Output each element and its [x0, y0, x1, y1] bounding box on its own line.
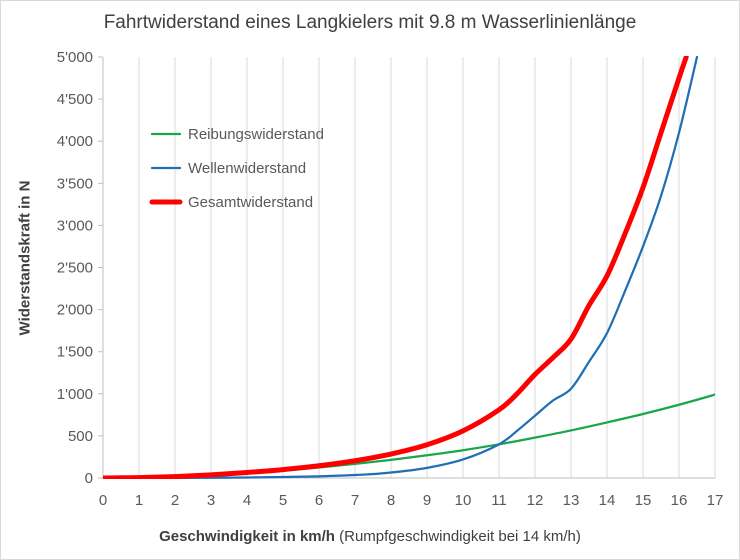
x-tick-label: 1 — [135, 492, 143, 509]
series-line-reibungswiderstand — [103, 393, 715, 479]
x-axis-title-note: (Rumpfgeschwindigkeit bei 14 km/h) — [334, 528, 581, 545]
y-tick-label: 2'000 — [57, 302, 93, 319]
y-tick-label: 3'000 — [57, 217, 93, 234]
legend-label-wellenwiderstand: Wellenwiderstand — [188, 160, 306, 177]
x-tick-label: 6 — [315, 492, 323, 509]
x-tick-label: 8 — [387, 492, 395, 509]
series-line-wellenwiderstand — [103, 56, 699, 479]
x-tick-label: 10 — [455, 492, 472, 509]
y-tick-label: 4'000 — [57, 133, 93, 150]
legend-label-reibungswiderstand: Reibungswiderstand — [188, 126, 324, 143]
y-tick-label: 3'500 — [57, 175, 93, 192]
y-tick-label: 5'000 — [57, 49, 93, 66]
y-tick-label: 500 — [68, 428, 93, 445]
y-tick-label: 4'500 — [57, 91, 93, 108]
y-tick-label: 0 — [85, 470, 93, 487]
x-tick-label: 9 — [423, 492, 431, 509]
x-tick-label: 4 — [243, 492, 251, 509]
x-tick-label: 2 — [171, 492, 179, 509]
y-tick-label: 1'000 — [57, 386, 93, 403]
x-tick-label: 14 — [599, 492, 616, 509]
y-tick-label: 2'500 — [57, 260, 93, 277]
x-tick-label: 5 — [279, 492, 287, 509]
x-tick-label: 7 — [351, 492, 359, 509]
x-tick-label: 13 — [563, 492, 580, 509]
x-tick-label: 17 — [707, 492, 724, 509]
x-tick-label: 15 — [635, 492, 652, 509]
x-tick-label: 3 — [207, 492, 215, 509]
series-line-gesamtwiderstand — [103, 56, 689, 479]
x-tick-label: 0 — [99, 492, 107, 509]
x-axis-title-main: Geschwindigkeit in km/h — [159, 528, 335, 545]
legend-label-gesamtwiderstand: Gesamtwiderstand — [188, 194, 313, 211]
x-axis-title: Geschwindigkeit in km/h (Rumpfgeschwindi… — [0, 528, 740, 545]
x-tick-label: 16 — [671, 492, 688, 509]
x-tick-label: 12 — [527, 492, 544, 509]
x-tick-label: 11 — [491, 492, 507, 509]
y-tick-label: 1'500 — [57, 344, 93, 361]
chart-title: Fahrtwiderstand eines Langkielers mit 9.… — [103, 12, 637, 33]
